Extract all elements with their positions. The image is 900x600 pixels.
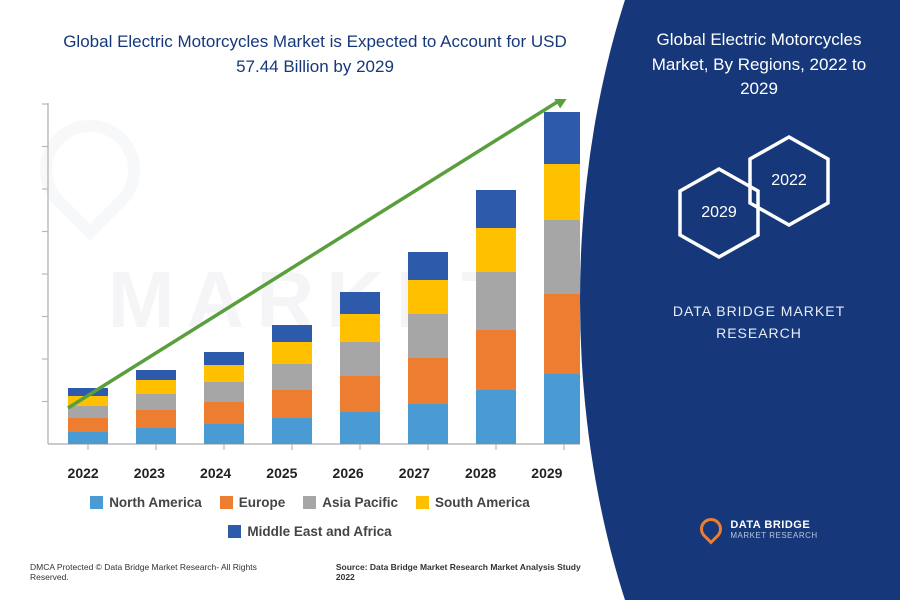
bar-segment [204, 402, 244, 424]
bar-segment [68, 406, 108, 418]
x-axis-label: 2022 [50, 465, 116, 481]
bar-segment [136, 370, 176, 380]
bar-segment [340, 342, 380, 376]
bar-segment [340, 412, 380, 444]
legend-swatch [416, 496, 429, 509]
bar-segment [204, 382, 244, 402]
bar-segment [204, 424, 244, 444]
bar-segment [408, 314, 448, 358]
legend-item: South America [416, 495, 530, 510]
hex-2022-label: 2022 [771, 172, 807, 190]
bar-segment [136, 428, 176, 444]
x-axis-label: 2027 [381, 465, 447, 481]
logo-subtext: MARKET RESEARCH [730, 531, 817, 540]
chart-area: Global Electric Motorcycles Market is Ex… [0, 0, 600, 560]
bar-segment [408, 404, 448, 444]
bar-segment [476, 190, 516, 228]
right-panel-title: Global Electric Motorcycles Market, By R… [640, 28, 878, 102]
logo-icon [700, 518, 722, 540]
legend-label: North America [109, 495, 202, 510]
legend-label: South America [435, 495, 530, 510]
brand-text: DATA BRIDGE MARKET RESEARCH [640, 300, 878, 345]
bar-segment [340, 376, 380, 412]
bar-segment [136, 410, 176, 428]
x-axis-labels: 20222023202420252026202720282029 [40, 459, 580, 481]
bar-segment [136, 394, 176, 410]
x-axis-label: 2025 [249, 465, 315, 481]
bar-segment [476, 228, 516, 272]
bar-segment [272, 364, 312, 390]
bar-segment [408, 280, 448, 314]
logo-text-wrap: DATA BRIDGE MARKET RESEARCH [730, 519, 817, 540]
right-panel: Global Electric Motorcycles Market, By R… [580, 0, 900, 600]
bar-segment [272, 342, 312, 364]
bar-segment [68, 418, 108, 432]
bar-segment [544, 374, 580, 444]
legend-label: Asia Pacific [322, 495, 398, 510]
brand-logo-bottom: DATA BRIDGE MARKET RESEARCH [700, 518, 817, 540]
legend-label: Middle East and Africa [247, 524, 391, 539]
logo-text: DATA BRIDGE [730, 519, 817, 531]
footer-copyright: DMCA Protected © Data Bridge Market Rese… [30, 562, 286, 582]
bar-segment [476, 390, 516, 444]
bar-segment [272, 325, 312, 342]
x-axis-label: 2026 [315, 465, 381, 481]
x-axis-label: 2029 [514, 465, 580, 481]
bar-segment [272, 390, 312, 418]
bar-segment [476, 272, 516, 330]
bar-segment [544, 220, 580, 294]
chart-legend: North America Europe Asia Pacific South Ame… [40, 495, 580, 539]
legend-item: Asia Pacific [303, 495, 398, 510]
bar-segment [272, 418, 312, 444]
bar-segment [544, 164, 580, 220]
x-axis-label: 2028 [448, 465, 514, 481]
legend-swatch [90, 496, 103, 509]
bar-segment [340, 314, 380, 342]
legend-item: Europe [220, 495, 286, 510]
hex-badge-group: 2029 2022 [669, 132, 849, 272]
hex-2029-label: 2029 [701, 204, 737, 222]
legend-item: North America [90, 495, 202, 510]
legend-item: Middle East and Africa [228, 524, 391, 539]
footer-source: Source: Data Bridge Market Research Mark… [336, 562, 590, 582]
hex-2022: 2022 [747, 134, 831, 228]
bar-segment [408, 252, 448, 280]
footer: DMCA Protected © Data Bridge Market Rese… [30, 562, 590, 582]
bar-segment [204, 365, 244, 382]
x-axis-label: 2023 [116, 465, 182, 481]
chart-plot [40, 99, 580, 459]
bar-segment [340, 292, 380, 314]
legend-swatch [303, 496, 316, 509]
chart-svg [40, 99, 580, 459]
bar-segment [68, 432, 108, 444]
legend-label: Europe [239, 495, 286, 510]
chart-title: Global Electric Motorcycles Market is Ex… [40, 30, 590, 79]
legend-swatch [228, 525, 241, 538]
bar-segment [544, 294, 580, 374]
bar-segment [136, 380, 176, 394]
legend-swatch [220, 496, 233, 509]
bar-segment [476, 330, 516, 390]
bar-segment [408, 358, 448, 404]
bar-segment [544, 112, 580, 164]
bar-segment [204, 352, 244, 365]
x-axis-label: 2024 [183, 465, 249, 481]
